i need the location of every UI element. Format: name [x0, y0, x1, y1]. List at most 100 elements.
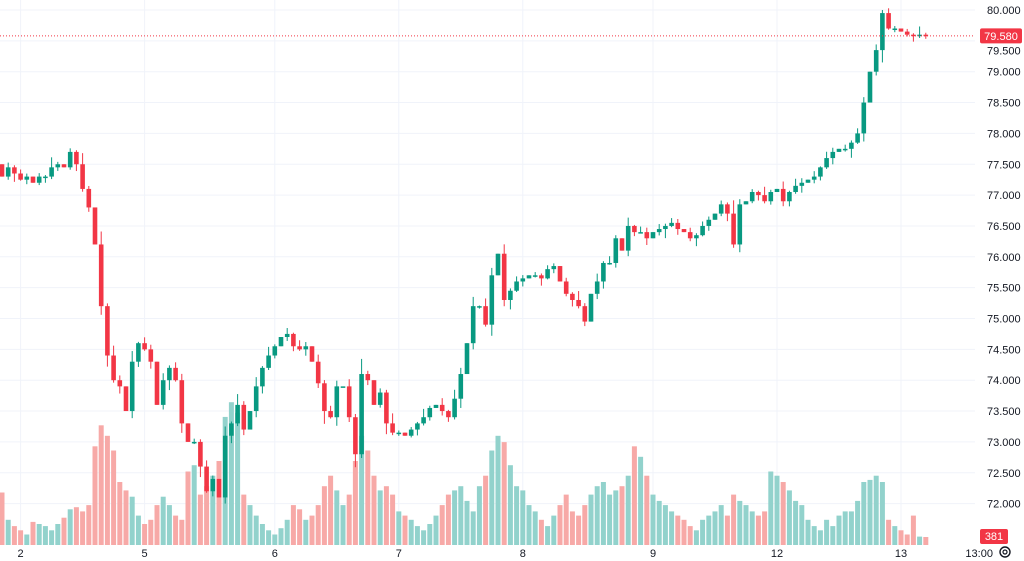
candle: [774, 188, 780, 193]
candle: [30, 176, 36, 183]
candle-body: [315, 361, 321, 384]
candle-body: [235, 404, 240, 424]
candle: [768, 189, 774, 205]
candle: [712, 213, 718, 220]
volume-bar: [390, 494, 396, 545]
candle: [61, 164, 67, 168]
volume-bar: [557, 505, 563, 545]
volume-bar: [179, 519, 185, 545]
candle: [390, 413, 395, 436]
candle: [799, 178, 805, 193]
volume-bar: [67, 509, 73, 545]
candle-body: [743, 201, 749, 205]
candle: [818, 166, 823, 181]
candle-body: [173, 367, 178, 381]
candle-body: [917, 34, 922, 37]
volume-bar: [346, 494, 352, 545]
candle-body: [421, 417, 426, 424]
candle: [241, 401, 247, 436]
candle-body: [923, 34, 929, 37]
candle-body: [117, 380, 123, 387]
time-tick-label: 6: [272, 548, 278, 560]
candle-body: [539, 275, 544, 279]
candle: [700, 221, 705, 237]
volume-bar: [489, 450, 495, 545]
candle-body: [408, 429, 414, 436]
volume-bar: [495, 435, 501, 545]
price-tick-label: 79.000: [987, 67, 1021, 79]
candle: [129, 351, 135, 419]
volume-bar: [867, 479, 873, 545]
volume-bar: [284, 519, 290, 545]
volume-bar: [774, 475, 780, 545]
volume-bar: [117, 482, 123, 545]
candle: [762, 186, 767, 204]
volume-bar: [731, 494, 737, 545]
candle: [855, 128, 860, 144]
candle-body: [638, 232, 643, 234]
volume-bar: [42, 526, 48, 545]
volume-bar: [309, 515, 315, 545]
candle-body: [836, 148, 842, 152]
volume-bar: [576, 515, 582, 545]
candle-body: [49, 167, 54, 177]
volume-bar: [383, 486, 389, 545]
volume-bar: [532, 511, 538, 545]
volume-bar: [582, 505, 588, 545]
candle: [638, 226, 643, 234]
candle: [539, 273, 544, 286]
last-volume-label: 381: [985, 531, 1003, 543]
candle: [148, 344, 154, 369]
candle: [278, 337, 284, 347]
candle: [0, 164, 5, 177]
candle: [359, 358, 364, 459]
grid: [0, 0, 975, 545]
volume-bar: [706, 515, 712, 545]
candle: [681, 229, 687, 233]
volume-bar: [681, 519, 687, 545]
volume-bar: [427, 524, 433, 545]
candle-body: [576, 299, 581, 307]
candle: [439, 398, 445, 416]
candle-body: [873, 50, 879, 72]
candle: [210, 475, 216, 497]
candle-body: [514, 281, 519, 291]
candle: [725, 202, 730, 222]
volume-bar: [18, 530, 24, 545]
volume-bar: [235, 412, 241, 545]
candle-body: [427, 407, 433, 418]
candle: [5, 162, 11, 180]
candle: [433, 404, 439, 408]
candle: [421, 408, 426, 426]
candle: [260, 366, 265, 394]
candle-body: [731, 213, 736, 245]
candle-body: [266, 355, 271, 368]
candle-body: [663, 225, 668, 230]
volume-bar: [898, 530, 904, 545]
candle: [346, 379, 352, 423]
candle-body: [520, 278, 526, 282]
candle: [86, 185, 92, 212]
candle-body: [675, 222, 681, 230]
candle: [179, 373, 185, 433]
price-axis[interactable]: 80.000 79.500 79.000 78.500 78.000 77.500 77.0…: [987, 5, 1021, 511]
candle-body: [446, 411, 451, 418]
volume-bar: [656, 500, 662, 545]
volume-bar: [662, 505, 668, 545]
candle-body: [799, 182, 805, 186]
candle: [328, 405, 333, 419]
candle-body: [123, 386, 129, 412]
volume-bar: [452, 490, 458, 545]
candle-body: [613, 238, 619, 263]
candle-body: [160, 380, 166, 405]
candle: [601, 261, 606, 289]
gear-icon[interactable]: [999, 546, 1011, 558]
candle: [508, 288, 513, 310]
candle: [805, 179, 811, 183]
time-axis[interactable]: 2 5 6 7 8 9 12 13 13:00: [18, 548, 993, 560]
candle: [55, 161, 61, 171]
candle-body: [582, 306, 588, 322]
candle: [557, 266, 563, 282]
volume-bar: [743, 505, 749, 545]
